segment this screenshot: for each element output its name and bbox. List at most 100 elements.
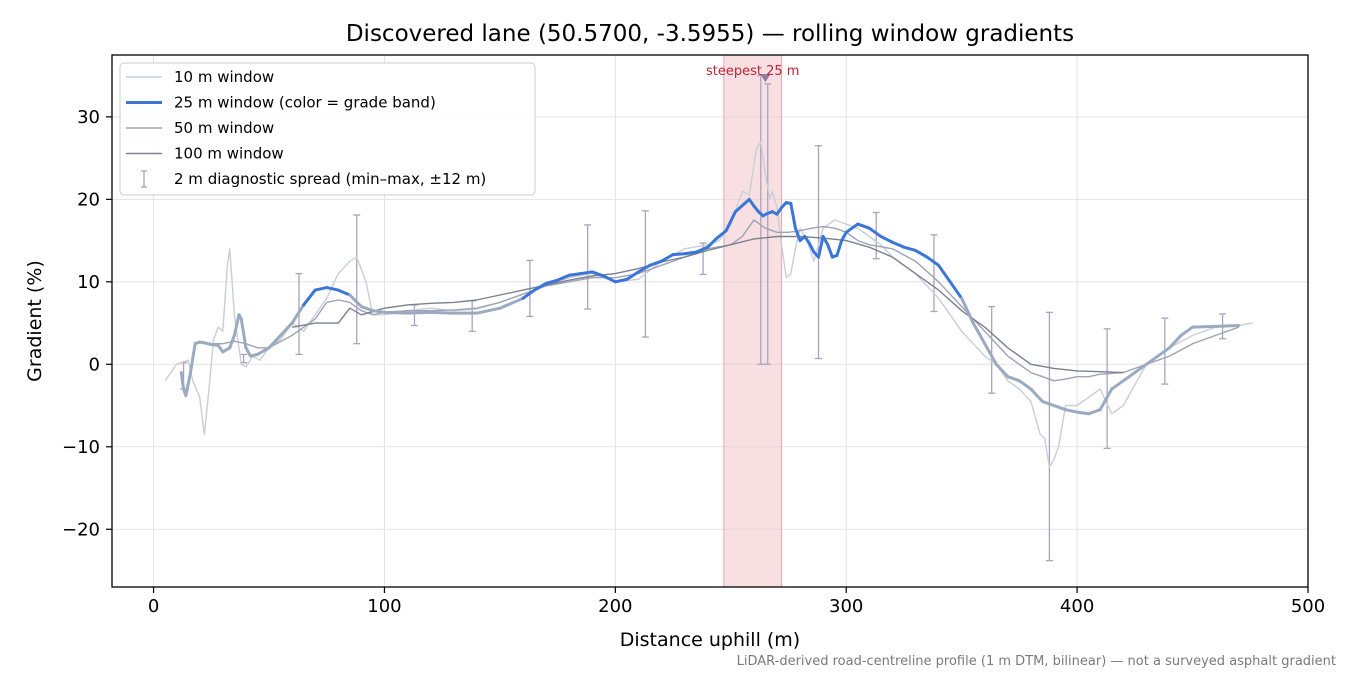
series-25m-segment	[648, 259, 664, 267]
steepest-band-layer	[723, 55, 783, 587]
series-25m-segment	[1191, 324, 1218, 329]
series-25m-segment	[544, 278, 560, 285]
series-25m-segment	[1121, 371, 1137, 383]
series-25m-segment	[793, 226, 802, 243]
series-25m-segment	[348, 293, 363, 309]
series-25m-segment	[890, 240, 906, 249]
x-tick-label: 500	[1291, 596, 1325, 617]
series-25m-segment	[694, 245, 710, 254]
legend: 10 m window 25 m window (color = grade ba…	[119, 62, 536, 196]
y-tick-label: −20	[62, 519, 100, 540]
series-25m-segment	[179, 371, 186, 391]
series-25m-segment	[807, 241, 816, 254]
series-25m-segment	[302, 288, 317, 307]
series-25m-segment	[244, 346, 253, 358]
series-25m-segment	[1052, 404, 1068, 412]
series-25m-segment	[789, 201, 797, 230]
series-25m-segment	[625, 270, 640, 281]
series-25m-segment	[835, 239, 844, 257]
series-25m-segment	[1006, 375, 1021, 383]
series-25m-segment	[1098, 387, 1114, 412]
y-tick-label: 20	[77, 189, 100, 210]
series-25m-segment	[521, 288, 537, 300]
series-25m-segment	[994, 362, 1010, 379]
series-25m-segment	[556, 273, 571, 282]
series-25m-segment	[948, 280, 964, 300]
series-25m-segment	[359, 305, 375, 313]
footnote: LiDAR-derived road-centreline profile (1…	[737, 654, 1336, 669]
series-25m-segment	[579, 270, 594, 276]
series-25m-segment	[382, 310, 410, 315]
series-25m-segment	[475, 306, 502, 315]
series-25m-segment	[336, 288, 352, 297]
series-25m-segment	[1156, 346, 1171, 358]
x-tick-label: 100	[367, 596, 401, 617]
series-10m-line	[164, 140, 1253, 469]
series-25m-segment	[937, 263, 952, 284]
series-25m-segment	[239, 317, 248, 350]
series-25m-segment	[879, 234, 894, 244]
x-axis-label: Distance uphill (m)	[620, 629, 800, 651]
y-tick-label: −10	[62, 437, 100, 458]
x-tick-label: 300	[829, 596, 863, 617]
series-25m-segment	[602, 274, 617, 284]
chart-title: Discovered lane (50.5700, -3.5955) — rol…	[346, 21, 1074, 47]
series-25m-segment	[826, 243, 834, 259]
series-50m-line	[213, 219, 1239, 382]
series-25m-segment	[821, 234, 830, 247]
series-25m-segment	[636, 263, 652, 274]
series-25m-segment	[613, 277, 629, 284]
series-25m-segment	[255, 346, 271, 356]
series-25m-segment	[313, 286, 329, 292]
legend-label: 100 m window	[174, 145, 284, 163]
series-25m-segment	[325, 286, 340, 292]
series-25m-segment	[1167, 333, 1183, 350]
y-axis-ticks: −20 −10 0 10 20 30	[62, 107, 112, 540]
y-tick-label: 30	[77, 107, 100, 128]
series-25m-segment	[660, 253, 675, 263]
series-25m-segment	[1110, 379, 1125, 391]
series-25m-segment	[902, 245, 917, 252]
series-25m-segment	[184, 371, 193, 398]
series-25m-segment	[1133, 362, 1148, 375]
series-25m-segment	[683, 250, 698, 256]
series-25m-segment	[189, 342, 197, 375]
series-25m-segment	[533, 281, 548, 292]
series-25m-segment	[1064, 408, 1079, 414]
series-25m-segment	[1017, 379, 1033, 391]
series-lines	[164, 140, 1253, 469]
series-25m-segment	[817, 234, 825, 259]
y-axis-label: Gradient (%)	[24, 260, 46, 382]
series-25m-segment	[1029, 387, 1044, 403]
x-tick-label: 200	[598, 596, 632, 617]
series-25m-segment	[983, 342, 998, 366]
series-25m-segment	[406, 310, 433, 315]
series-25m-segment	[715, 229, 728, 240]
series-25m-segment	[429, 310, 456, 315]
x-tick-label: 400	[1060, 596, 1094, 617]
series-25m-segment	[1179, 325, 1195, 337]
y-tick-label: 0	[89, 354, 100, 375]
series-25m-segment	[228, 333, 236, 350]
plot-frame	[111, 54, 1309, 588]
series-25m-segment	[733, 201, 747, 214]
series-25m-segment	[371, 309, 386, 314]
steepest-marker-layer: steepest 25 m	[706, 64, 799, 83]
series-25m-segment	[1075, 410, 1091, 416]
series-25m-segment	[1040, 399, 1056, 408]
legend-label: 50 m window	[174, 119, 274, 137]
series-25m-segment	[671, 252, 687, 257]
series-25m-segment	[840, 230, 848, 243]
series-25m-segment	[844, 222, 860, 234]
series-25m-segment	[279, 321, 294, 337]
series-25m-segment	[567, 272, 583, 277]
steepest-marker	[760, 74, 771, 83]
series-25m-segment	[232, 313, 241, 337]
x-axis-ticks: 0 100 200 300 400 500	[148, 587, 1325, 617]
series-25m-segment	[1087, 408, 1102, 416]
steepest-band	[723, 55, 783, 587]
legend-label: 2 m diagnostic spread (min–max, ±12 m)	[174, 170, 486, 188]
series-25m-segment	[856, 222, 871, 230]
legend-box	[119, 62, 536, 196]
